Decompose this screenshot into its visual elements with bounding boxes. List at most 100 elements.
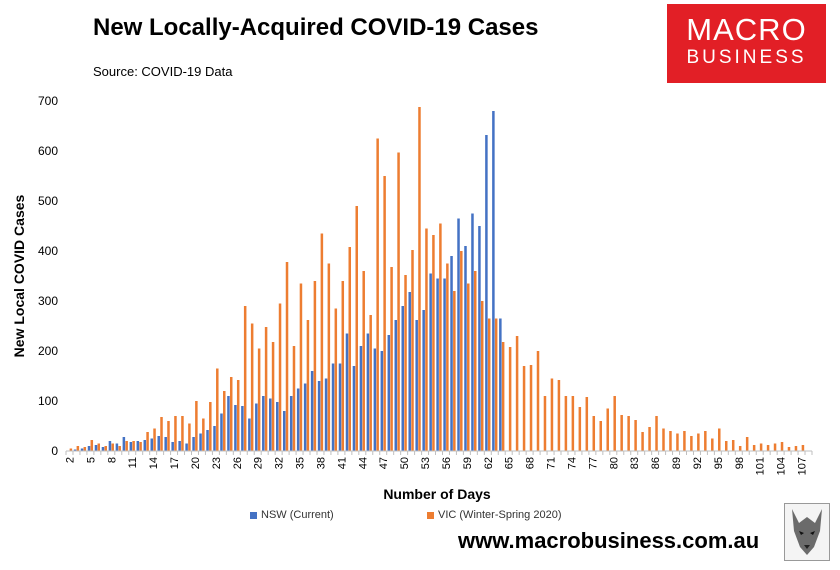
- x-tick-label: 35: [295, 457, 307, 469]
- bar-vic: [341, 281, 345, 451]
- bar-nsw: [387, 335, 391, 451]
- logo-line1: MACRO: [686, 12, 807, 47]
- bar-vic: [411, 250, 414, 451]
- bar-nsw: [220, 413, 223, 451]
- bar-nsw: [380, 351, 384, 451]
- bar-vic: [125, 441, 128, 451]
- bar-vic: [97, 443, 101, 451]
- bar-nsw: [136, 441, 140, 451]
- bar-vic: [292, 346, 296, 451]
- bar-vic: [181, 416, 184, 451]
- bar-nsw: [499, 318, 502, 451]
- x-tick-label: 47: [378, 457, 390, 469]
- x-tick-label: 8: [106, 457, 118, 463]
- y-tick-label: 200: [38, 344, 58, 358]
- bar-nsw: [436, 278, 439, 451]
- x-tick-label: 56: [441, 457, 453, 469]
- x-axis: 2 5 8 11 14 17 20 23 26 29 32 35 38 41 44 47 50 53 56 59 62 6…: [64, 451, 813, 475]
- bar-nsw: [248, 418, 251, 451]
- bar-nsw: [310, 371, 314, 451]
- bar-vic: [264, 327, 268, 451]
- bar-vic: [146, 432, 149, 451]
- bar-vic: [592, 416, 596, 451]
- y-tick-label: 400: [38, 244, 58, 258]
- bar-vic: [76, 446, 80, 451]
- bar-nsw: [269, 398, 272, 451]
- bar-nsw: [352, 366, 356, 451]
- bar-nsw: [115, 443, 119, 451]
- bar-nsw: [289, 396, 293, 451]
- bar-vic: [327, 263, 331, 451]
- bar-nsw: [227, 396, 230, 451]
- x-tick-label: 11: [127, 457, 139, 468]
- bar-vic: [271, 342, 275, 451]
- bar-nsw: [206, 430, 209, 451]
- y-axis-label: New Local COVID Cases: [11, 194, 27, 357]
- bar-nsw: [122, 437, 126, 451]
- bar-vic: [223, 391, 226, 451]
- x-tick-label: 92: [692, 457, 704, 469]
- bar-vic: [627, 416, 630, 451]
- logo-line2: BUSINESS: [686, 47, 807, 68]
- y-tick-label: 500: [38, 194, 58, 208]
- bar-nsw: [485, 135, 488, 451]
- bar-vic: [202, 418, 205, 451]
- x-tick-label: 98: [734, 457, 746, 469]
- x-tick-label: 59: [462, 457, 474, 469]
- bar-vic: [313, 281, 317, 451]
- bar-vic: [306, 320, 310, 451]
- legend-label-nsw: NSW (Current): [261, 509, 334, 521]
- bar-vic: [773, 443, 777, 451]
- bar-vic: [453, 291, 456, 451]
- bar-vic: [501, 342, 505, 451]
- x-tick-label: 107: [797, 457, 809, 475]
- bar-vic: [585, 397, 589, 451]
- bar-vic: [474, 271, 477, 451]
- x-tick-label: 26: [232, 457, 244, 469]
- bar-vic: [724, 441, 728, 451]
- bar-vic: [390, 267, 393, 451]
- bar-nsw: [157, 436, 160, 451]
- bar-vic: [432, 235, 435, 451]
- bar-nsw: [108, 441, 112, 451]
- bar-vic: [529, 365, 533, 451]
- x-tick-label: 38: [315, 457, 327, 469]
- bar-vic: [655, 416, 658, 451]
- bars: [69, 107, 805, 451]
- bar-vic: [229, 377, 233, 451]
- chart-title: New Locally-Acquired COVID-19 Cases: [93, 14, 539, 41]
- bar-vic: [515, 336, 519, 451]
- bar-vic: [425, 228, 428, 451]
- bar-nsw: [94, 445, 98, 451]
- legend-item-vic: VIC (Winter-Spring 2020): [427, 509, 562, 521]
- x-axis-label: Number of Days: [383, 486, 491, 502]
- bar-vic: [641, 432, 644, 451]
- bar-vic: [139, 442, 142, 451]
- bar-nsw: [87, 446, 91, 451]
- wolf-logo-icon: [784, 503, 830, 561]
- x-tick-label: 14: [148, 457, 160, 469]
- bar-nsw: [73, 449, 77, 451]
- x-tick-label: 62: [483, 457, 495, 469]
- bar-nsw: [164, 437, 167, 451]
- bar-vic: [83, 447, 87, 451]
- bar-vic: [355, 206, 358, 451]
- bar-vic: [578, 407, 582, 451]
- bar-nsw: [366, 333, 370, 451]
- bar-nsw: [80, 448, 84, 451]
- bar-nsw: [143, 440, 147, 451]
- website-url: www.macrobusiness.com.au: [458, 528, 760, 553]
- bar-nsw: [276, 402, 279, 451]
- bar-vic: [285, 262, 289, 451]
- bar-nsw: [192, 437, 195, 451]
- x-tick-label: 32: [274, 457, 286, 469]
- bar-vic: [550, 378, 554, 451]
- bar-vic: [780, 442, 784, 451]
- x-tick-label: 83: [629, 457, 641, 469]
- bar-nsw: [450, 256, 453, 451]
- bar-vic: [704, 431, 707, 451]
- x-tick-label: 71: [546, 457, 558, 469]
- bar-vic: [711, 438, 714, 451]
- x-tick-label: 77: [587, 457, 599, 469]
